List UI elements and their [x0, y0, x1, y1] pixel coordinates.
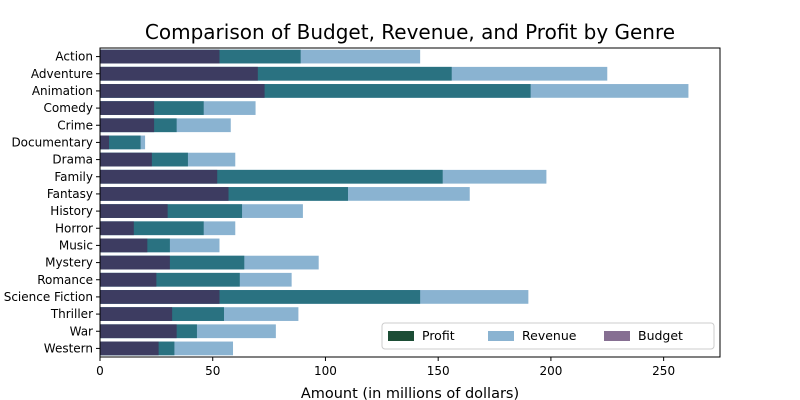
y-tick-label-documentary: Documentary — [11, 135, 93, 149]
y-tick-label-western: Western — [44, 341, 93, 355]
bar-profit-documentary — [100, 135, 141, 150]
y-tick-label-romance: Romance — [37, 273, 93, 287]
y-tick-label-drama: Drama — [52, 153, 93, 167]
bar-budget-war — [100, 324, 177, 339]
y-tick-label-mystery: Mystery — [45, 256, 93, 270]
bar-budget-drama — [100, 152, 152, 167]
x-tick-label-150: 150 — [427, 364, 450, 378]
x-tick-label-200: 200 — [539, 364, 562, 378]
x-tick-label-50: 50 — [205, 364, 220, 378]
bar-budget-action — [100, 49, 220, 64]
bar-budget-western — [100, 341, 159, 356]
y-tick-label-war: War — [70, 324, 93, 338]
x-tick-label-100: 100 — [314, 364, 337, 378]
bar-budget-family — [100, 169, 218, 184]
bar-budget-fantasy — [100, 187, 229, 201]
y-tick-label-history: History — [50, 204, 93, 218]
y-tick-label-fantasy: Fantasy — [47, 187, 93, 201]
y-tick-label-action: Action — [55, 50, 93, 64]
y-tick-label-comedy: Comedy — [43, 101, 93, 115]
legend-label-budget: Budget — [638, 328, 683, 343]
legend-swatch-profit — [388, 331, 414, 341]
x-tick-label-250: 250 — [652, 364, 675, 378]
bars-group — [100, 49, 689, 356]
x-tick-label-0: 0 — [96, 364, 104, 378]
bar-budget-adventure — [100, 66, 258, 81]
bar-budget-music — [100, 238, 148, 253]
bar-budget-history — [100, 204, 168, 218]
bar-budget-thriller — [100, 307, 173, 321]
y-tick-label-thriller: Thriller — [50, 307, 93, 321]
bar-budget-animation — [100, 84, 265, 98]
bar-budget-documentary — [100, 135, 110, 150]
bar-budget-crime — [100, 118, 155, 133]
x-axis-label: Amount (in millions of dollars) — [301, 386, 519, 400]
bar-budget-science-fiction — [100, 290, 220, 304]
y-axis-ticks: Action Adventure Animation Comedy Crime Docum… — [4, 50, 100, 355]
legend-swatch-revenue — [488, 331, 514, 341]
legend-label-profit: Profit — [422, 328, 455, 343]
bar-budget-romance — [100, 272, 157, 287]
x-axis-ticks: 0 50 100 150 200 250 — [96, 357, 675, 378]
legend: Profit Revenue Budget — [381, 322, 715, 350]
y-tick-label-music: Music — [59, 238, 93, 252]
chart-title: Comparison of Budget, Revenue, and Profi… — [145, 20, 675, 44]
y-tick-label-animation: Animation — [32, 84, 93, 98]
legend-frame — [381, 322, 715, 350]
legend-label-revenue: Revenue — [522, 328, 577, 343]
y-tick-label-science-fiction: Science Fiction — [4, 290, 93, 304]
y-tick-label-family: Family — [54, 170, 93, 184]
bar-budget-mystery — [100, 255, 170, 270]
y-tick-label-crime: Crime — [57, 118, 93, 132]
y-tick-label-adventure: Adventure — [31, 67, 93, 81]
bar-budget-horror — [100, 221, 134, 236]
bar-budget-comedy — [100, 101, 155, 115]
axes-frame — [99, 47, 721, 358]
legend-swatch-budget — [604, 331, 630, 341]
y-tick-label-horror: Horror — [55, 221, 93, 235]
